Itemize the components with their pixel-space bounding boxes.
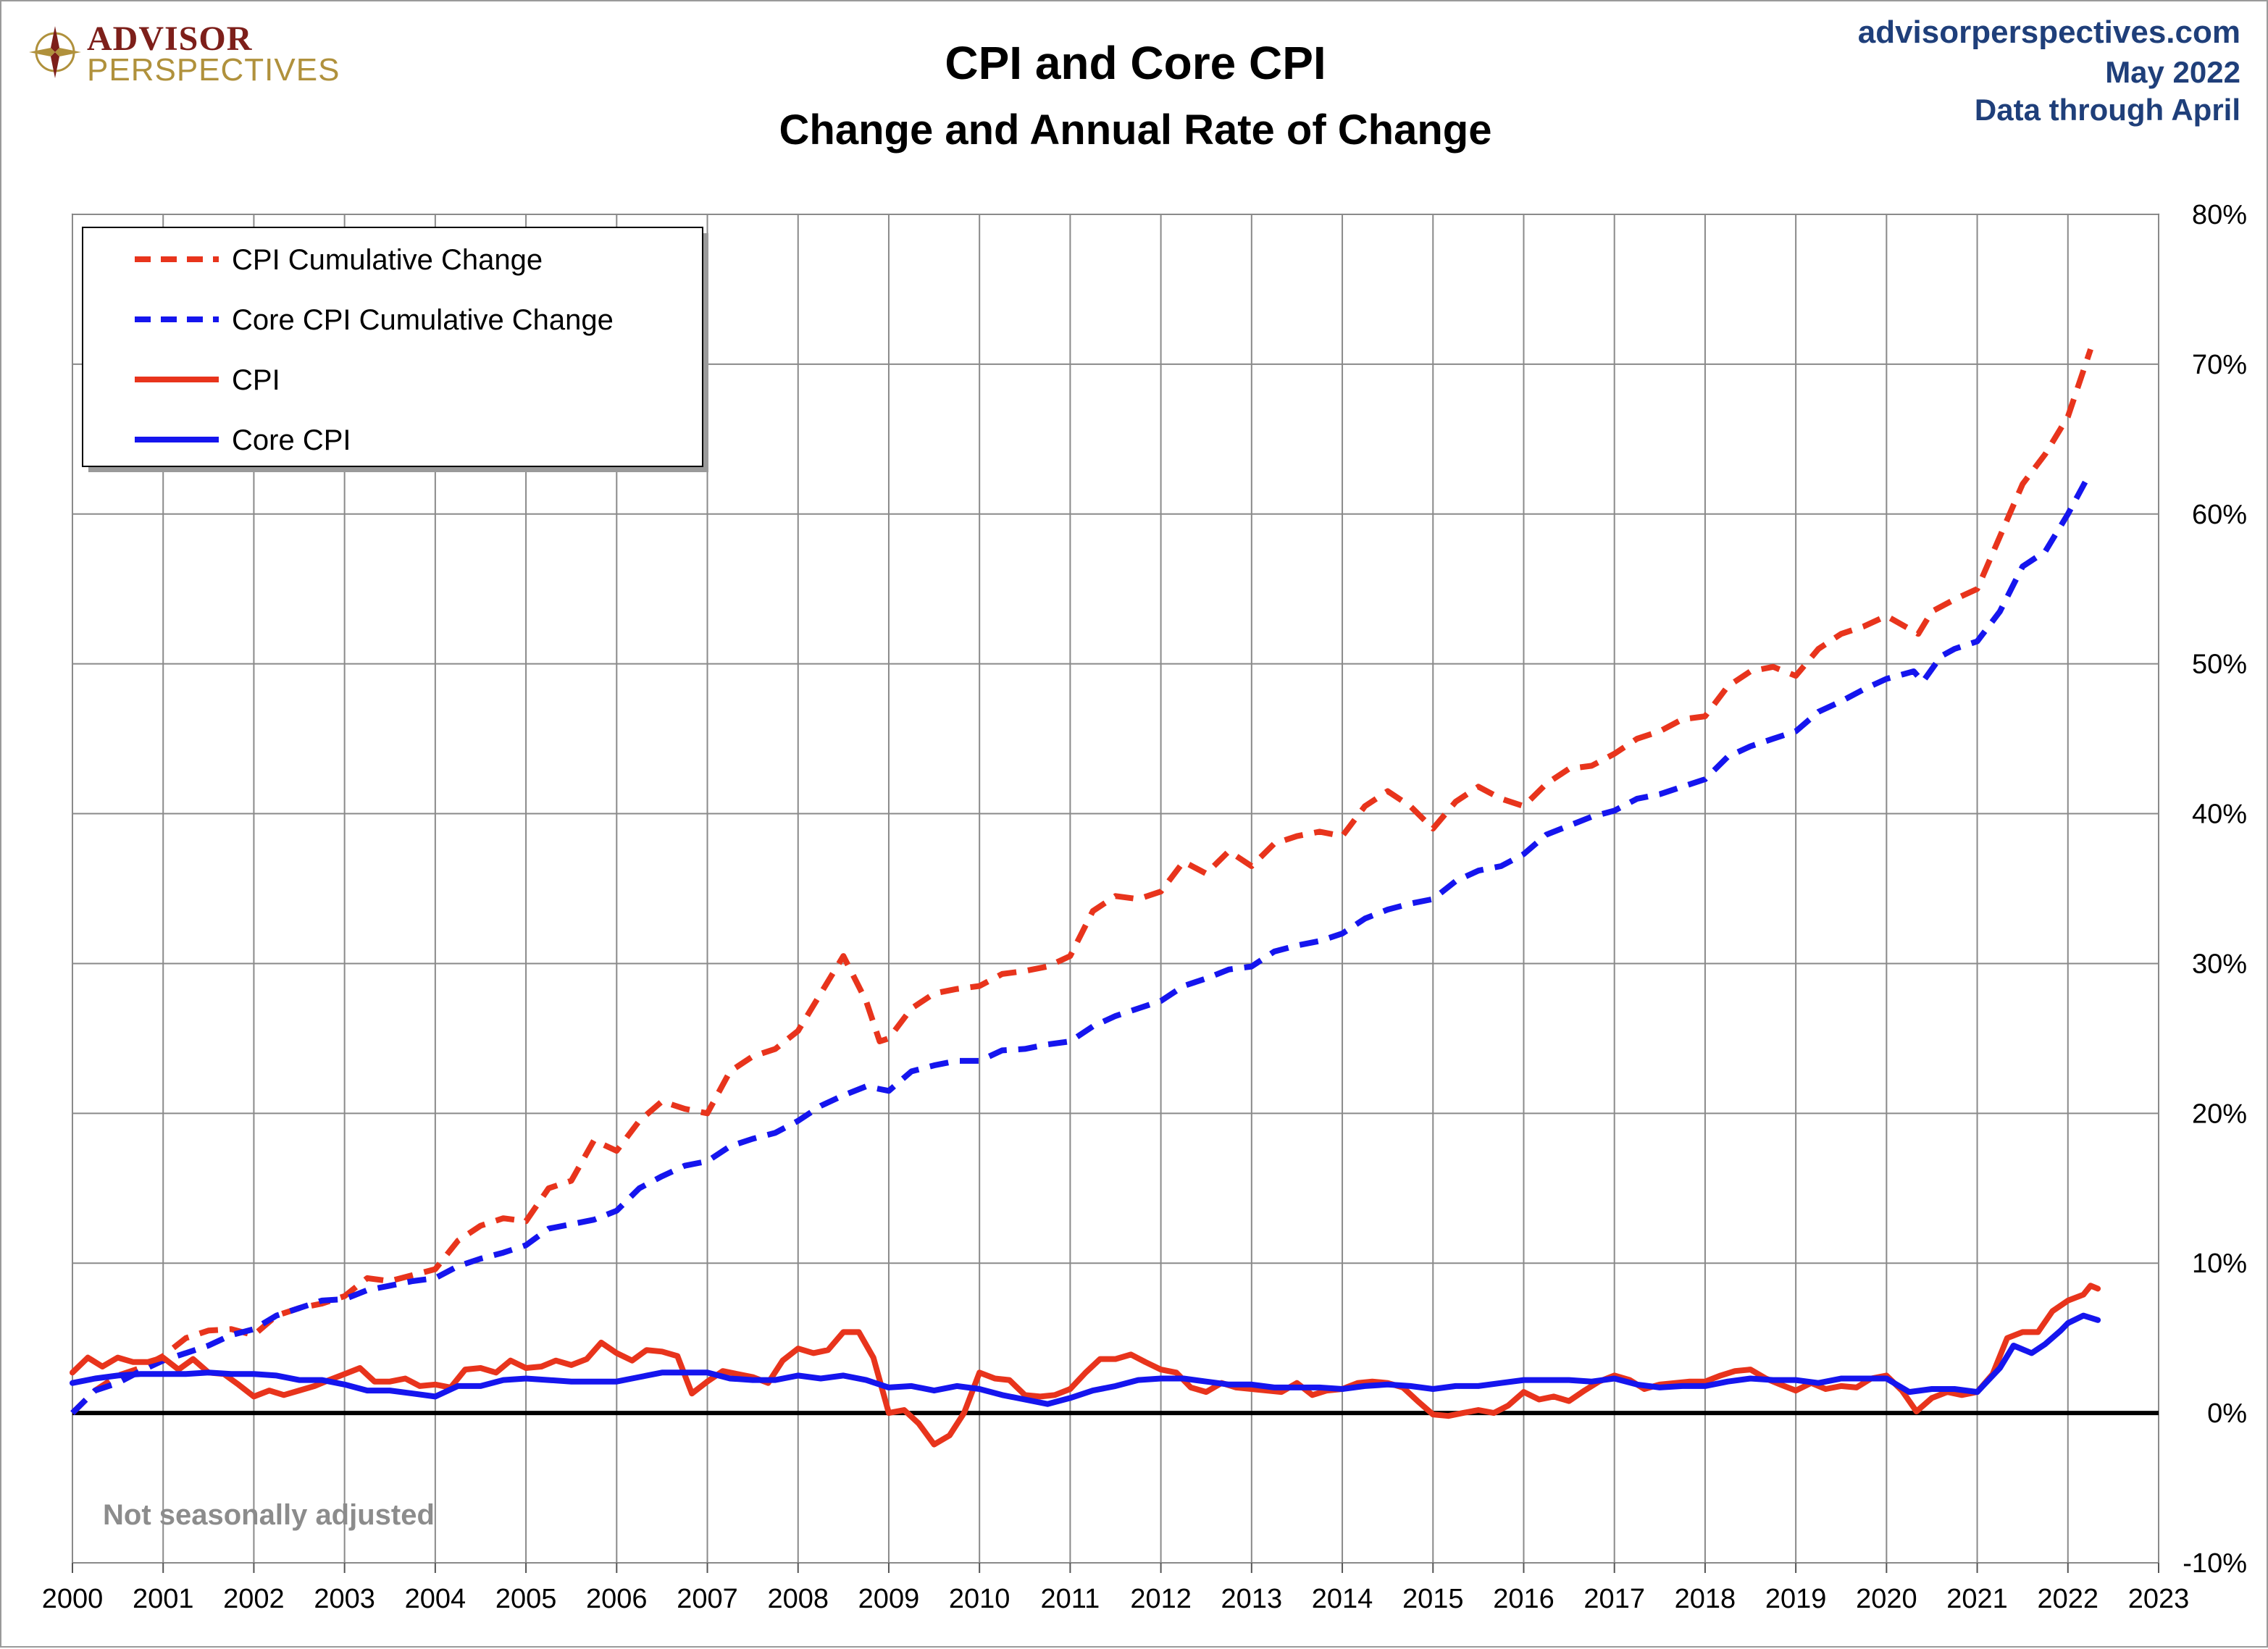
x-tick-label: 2005 [495, 1584, 557, 1614]
x-tick-label: 2003 [314, 1584, 375, 1614]
y-tick-label: 50% [2192, 650, 2247, 680]
y-tick-label: -10% [2183, 1548, 2247, 1579]
x-tick-label: 2018 [1675, 1584, 1736, 1614]
y-tick-label: 40% [2192, 800, 2247, 830]
y-tick-label: 60% [2192, 500, 2247, 530]
y-tick-label: 20% [2192, 1099, 2247, 1129]
x-tick-label: 2002 [223, 1584, 285, 1614]
legend-box [82, 227, 703, 467]
series-line-core-cpi [70, 1312, 2101, 1407]
legend-label: Core CPI [232, 424, 351, 456]
series-lines [70, 348, 2101, 1448]
series-line-core-cpi-cumulative-change [70, 470, 2093, 1415]
logo-text-line1: ADVISOR [87, 20, 253, 58]
x-tick-label: 2015 [1402, 1584, 1464, 1614]
x-tick-label: 2019 [1765, 1584, 1827, 1614]
chart-subtitle: Change and Annual Rate of Change [779, 106, 1492, 154]
chart-title: CPI and Core CPI [945, 37, 1326, 89]
x-tick-label: 2006 [586, 1584, 648, 1614]
y-tick-label: 30% [2192, 949, 2247, 979]
y-tick-label: 10% [2192, 1249, 2247, 1279]
x-tick-label: 2001 [133, 1584, 194, 1614]
source-date: May 2022 [2105, 55, 2240, 89]
x-tick-label: 2022 [2038, 1584, 2099, 1614]
y-tick-label: 0% [2207, 1398, 2247, 1429]
series-line-cpi-cumulative-change [70, 348, 2093, 1415]
legend-label: CPI Cumulative Change [232, 244, 543, 276]
x-tick-label: 2010 [949, 1584, 1010, 1614]
x-tick-label: 2013 [1221, 1584, 1283, 1614]
y-tick-label: 80% [2192, 200, 2247, 230]
x-tick-label: 2009 [858, 1584, 920, 1614]
advisor-perspectives-logo: ADVISOR PERSPECTIVES [28, 20, 339, 93]
x-tick-label: 2020 [1856, 1584, 1917, 1614]
x-tick-label: 2004 [405, 1584, 466, 1614]
logo-text-line2: PERSPECTIVES [87, 52, 340, 88]
y-tick-label: 70% [2192, 350, 2247, 380]
compass-icon [29, 26, 81, 78]
source-note: Data through April [1974, 93, 2240, 127]
legend-label: CPI [232, 364, 280, 396]
x-tick-label: 2011 [1041, 1584, 1100, 1614]
x-tick-label: 2017 [1583, 1584, 1645, 1614]
x-tick-label: 2023 [2128, 1584, 2190, 1614]
legend-label: Core CPI Cumulative Change [232, 304, 614, 336]
x-tick-label: 2000 [42, 1584, 104, 1614]
axes: 2000 2001 2002 2003 2004 2005 2006 2007 2008 2009… [42, 200, 2247, 1614]
x-tick-label: 2007 [677, 1584, 738, 1614]
x-tick-label: 2012 [1130, 1584, 1192, 1614]
x-tick-label: 2008 [767, 1584, 829, 1614]
source-site: advisorperspectives.com [1857, 14, 2240, 50]
footnote: Not seasonally adjusted [103, 1499, 435, 1531]
x-tick-label: 2021 [1946, 1584, 2008, 1614]
x-tick-label: 2014 [1312, 1584, 1373, 1614]
x-tick-label: 2016 [1493, 1584, 1554, 1614]
legend: CPI Cumulative Change Core CPI Cumulative… [82, 227, 708, 472]
